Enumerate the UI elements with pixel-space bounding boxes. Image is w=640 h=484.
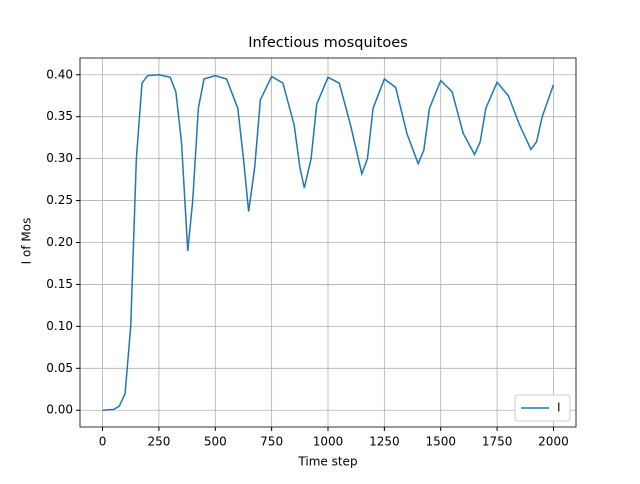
x-tick-label: 1000 xyxy=(313,435,344,449)
x-tick-label: 750 xyxy=(260,435,283,449)
x-tick-label: 250 xyxy=(147,435,170,449)
y-tick-label: 0.05 xyxy=(46,361,73,375)
legend-label: I xyxy=(557,401,561,415)
x-tick-label: 500 xyxy=(204,435,227,449)
x-tick-label: 1500 xyxy=(425,435,456,449)
y-tick-label: 0.40 xyxy=(46,67,73,81)
y-axis-label: I of Mos xyxy=(20,218,34,265)
x-tick-label: 1750 xyxy=(482,435,513,449)
x-tick-label: 1250 xyxy=(369,435,400,449)
y-tick-label: 0.10 xyxy=(46,319,73,333)
y-tick-label: 0.00 xyxy=(46,403,73,417)
y-tick-label: 0.20 xyxy=(46,235,73,249)
x-tick-label: 2000 xyxy=(538,435,569,449)
y-tick-label: 0.15 xyxy=(46,277,73,291)
plot-frame xyxy=(79,57,577,428)
y-tick-label: 0.30 xyxy=(46,151,73,165)
x-axis-label: Time step xyxy=(297,455,357,469)
chart-title: Infectious mosquitoes xyxy=(248,35,407,51)
y-tick-label: 0.25 xyxy=(46,193,73,207)
x-tick-label: 0 xyxy=(99,435,107,449)
line-series xyxy=(102,74,555,411)
y-tick-label: 0.35 xyxy=(46,109,73,123)
